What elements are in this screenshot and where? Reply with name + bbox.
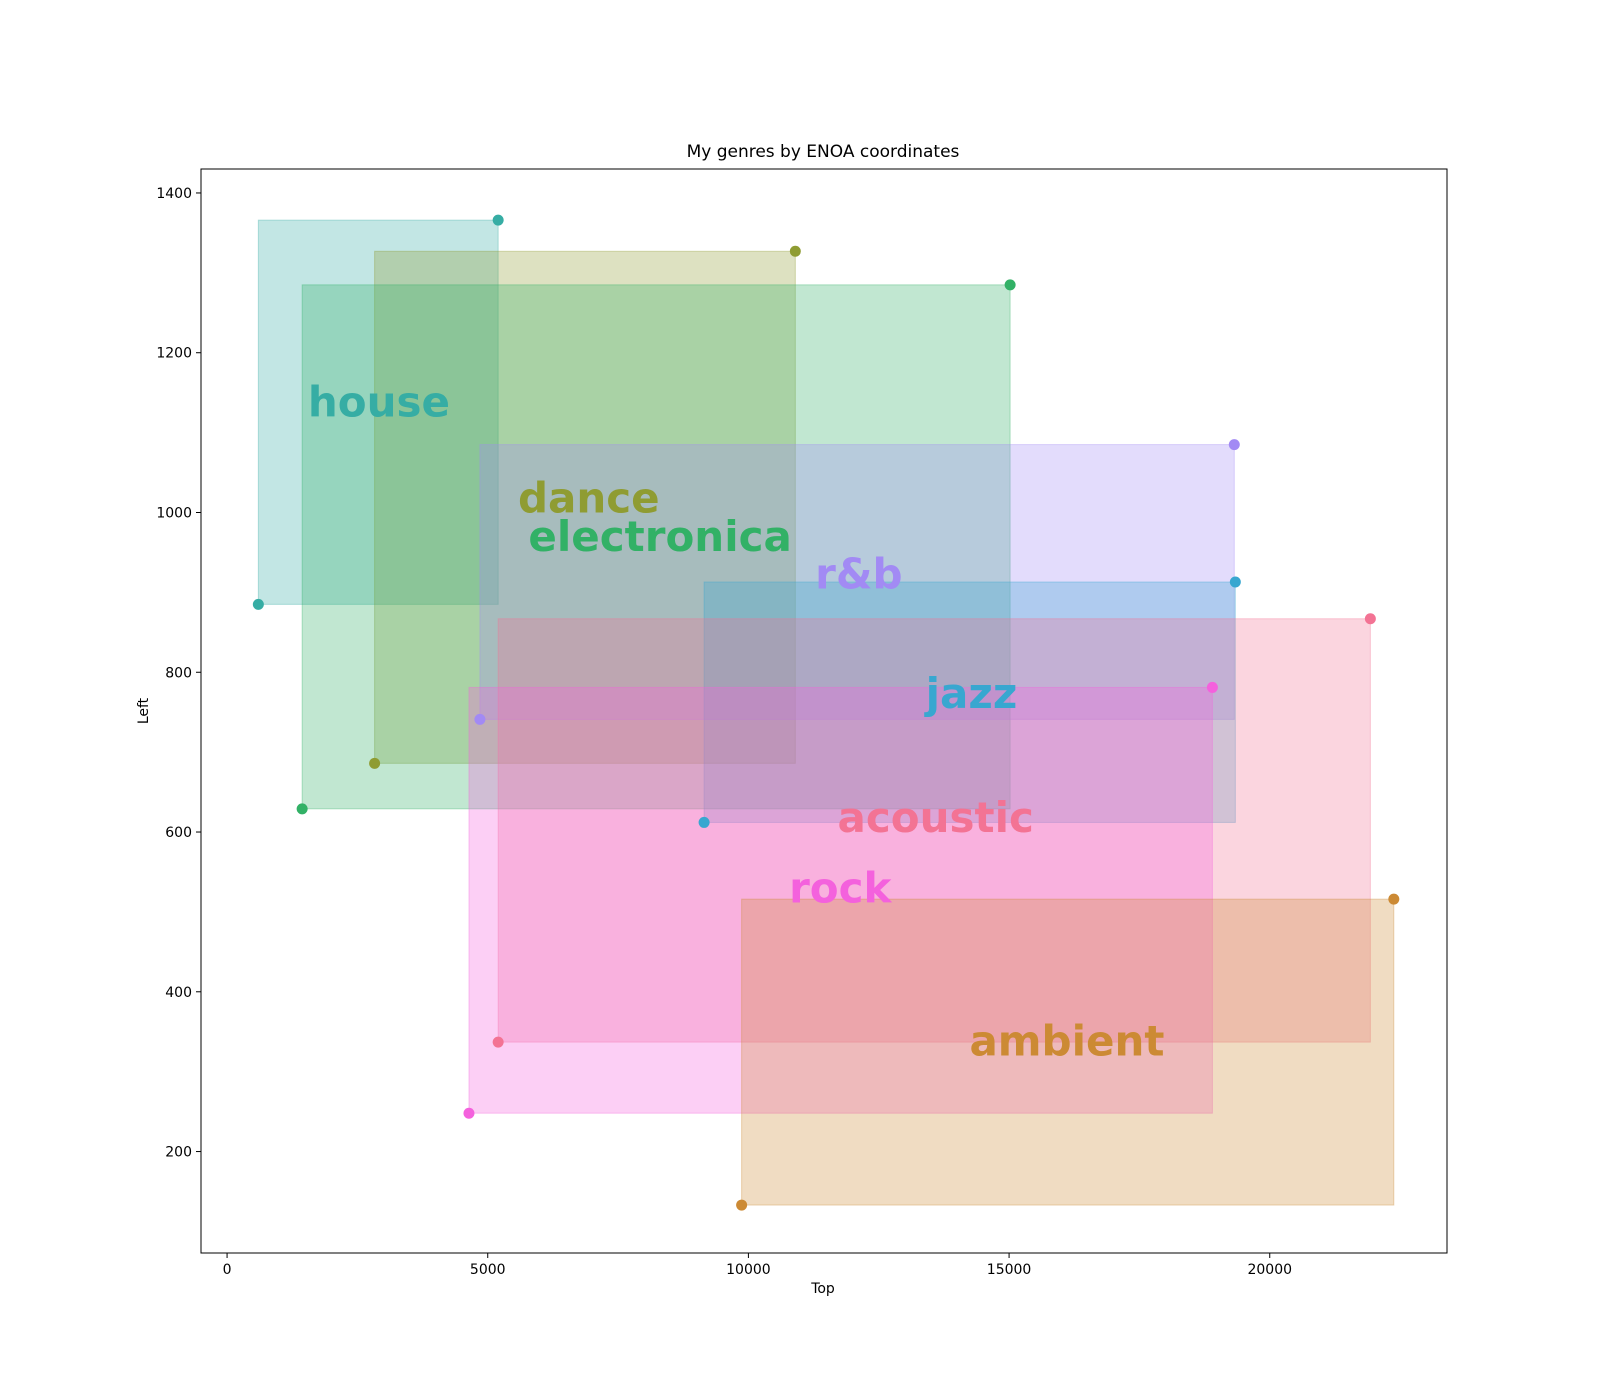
y-tick-label: 1200 <box>156 346 192 362</box>
points-layer <box>252 214 1400 1211</box>
y-tick-label: 1400 <box>156 186 192 202</box>
chart-title: My genres by ENOA coordinates <box>687 142 960 162</box>
genre-label-jazz: jazz <box>924 669 1018 718</box>
genre-rect-randb <box>479 444 1235 720</box>
genre-label-randb: r&b <box>815 549 902 598</box>
genre-rect-ambient <box>741 898 1395 1206</box>
genre-label-electronica: electronica <box>528 512 791 561</box>
genre-label-rock: rock <box>789 863 892 912</box>
y-tick-label: 800 <box>165 665 192 681</box>
point-randb-end <box>1228 439 1240 451</box>
point-dance-start <box>369 757 381 769</box>
point-dance-end <box>789 245 801 257</box>
y-axis-title: Left <box>136 697 152 724</box>
genre-label-acoustic: acoustic <box>838 793 1034 842</box>
point-jazz-start <box>698 816 710 828</box>
point-house-end <box>492 214 504 226</box>
genre-label-ambient: ambient <box>969 1017 1164 1066</box>
x-tick-label: 15000 <box>987 1262 1032 1278</box>
point-acoustic-start <box>492 1036 504 1048</box>
y-tick-label: 1000 <box>156 505 192 521</box>
genre-rect-jazz <box>703 581 1236 823</box>
y-axis: 200 400 600 800 1000 1200 1400 <box>156 186 201 1161</box>
genre-rect-acoustic <box>497 618 1371 1043</box>
genre-rect-dance <box>374 250 796 764</box>
point-ambient-end <box>1388 893 1400 905</box>
y-tick-label: 400 <box>165 985 192 1001</box>
x-axis-title: Top <box>810 1281 835 1297</box>
x-tick-label: 0 <box>223 1262 232 1278</box>
genre-label-dance: dance <box>518 473 660 522</box>
point-ambient-start <box>736 1199 748 1211</box>
plot-frame <box>200 168 1448 1254</box>
point-electronica-start <box>296 803 308 815</box>
point-electronica-end <box>1004 279 1016 291</box>
x-tick-label: 20000 <box>1247 1262 1292 1278</box>
x-tick-label: 5000 <box>470 1262 506 1278</box>
point-randb-start <box>474 713 486 725</box>
x-axis: 0 5000 10000 15000 20000 <box>223 1253 1292 1278</box>
point-rock-start <box>463 1107 475 1119</box>
genre-rect-electronica <box>301 284 1011 810</box>
genre-label-house: house <box>308 378 450 427</box>
point-acoustic-end <box>1364 613 1376 625</box>
genre-rect-house <box>257 219 499 605</box>
point-house-start <box>252 598 264 610</box>
genre-rect-rock <box>468 686 1213 1114</box>
rectangles-layer <box>257 219 1395 1206</box>
y-tick-label: 200 <box>165 1145 192 1161</box>
x-tick-label: 10000 <box>726 1262 771 1278</box>
point-rock-end <box>1206 681 1218 693</box>
point-jazz-end <box>1229 576 1241 588</box>
y-tick-label: 600 <box>165 825 192 841</box>
